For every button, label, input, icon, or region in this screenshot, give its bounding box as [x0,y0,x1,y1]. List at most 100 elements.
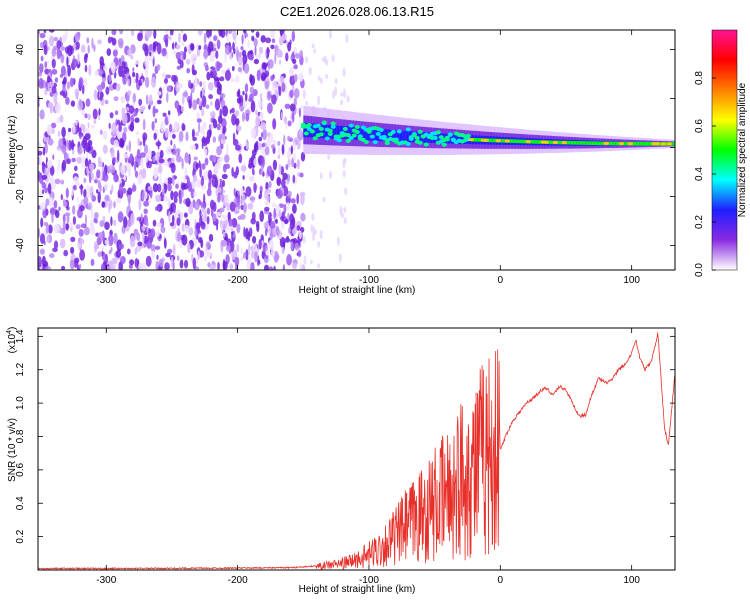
heatmap-cell [384,141,390,146]
heatmap-cell [292,174,296,184]
heatmap-cell [609,141,613,146]
heatmap-cell [209,129,212,136]
heatmap-cell [242,90,245,96]
heatmap-cell [140,105,146,111]
heatmap-cell [277,154,281,160]
heatmap-cell [299,172,304,178]
heatmap-cell [39,201,46,211]
heatmap-cell [225,245,231,252]
heatmap-cell [182,94,185,105]
heatmap-cell [183,224,190,233]
heatmap-cell [314,229,317,235]
heatmap-cell [250,217,256,225]
heatmap-cell [118,41,124,49]
heatmap-cell [43,30,47,34]
heatmap-cell [474,138,478,142]
heatmap-cell [206,241,211,249]
heatmap-cell [525,140,532,144]
heatmap-cell [120,96,126,103]
heatmap-cell [283,116,288,124]
heatmap-cell [306,123,312,127]
heatmap-cell [148,104,151,110]
figure-title: C2E1.2026.028.06.13.R15 [280,4,434,19]
heatmap-cell [99,129,103,135]
heatmap-cell [317,75,321,81]
heatmap-cell [292,203,297,214]
heatmap-cell [289,89,294,99]
heatmap-cell [232,30,237,41]
heatmap-cell [202,121,207,130]
heatmap-cell [300,193,305,206]
heatmap-cell [73,176,79,183]
heatmap-cell [302,236,306,244]
heatmap-cell [90,258,95,266]
heatmap-cell [219,207,225,213]
heatmap-cell [138,198,142,211]
heatmap-cell [140,152,146,158]
heatmap-cell [291,30,295,42]
heatmap-cell [110,61,116,71]
heatmap-cell [151,76,157,88]
heatmap-cell [53,240,59,249]
heatmap-cell [198,121,201,133]
heatmap-cell [236,97,242,104]
heatmap-cell [259,93,263,99]
heatmap-cell [74,88,80,98]
heatmap-cell [66,206,70,211]
heatmap-cell [193,191,198,198]
heatmap-cell [254,45,257,56]
heatmap-cell [513,139,517,143]
heatmap-cell [113,157,116,163]
heatmap-cell [142,118,146,131]
heatmap-cell [396,129,402,134]
heatmap-cell [138,98,143,106]
heatmap-cell [241,111,246,122]
heatmap-cell [204,148,208,156]
heatmap-cell [492,138,496,143]
heatmap-cell [142,43,147,52]
heatmap-cell [157,139,160,150]
heatmap-cell [237,88,241,98]
heatmap-cell [159,173,162,185]
heatmap-cell [282,264,285,270]
heatmap-cell [179,60,184,69]
heatmap-cell [83,226,90,236]
heatmap-cell [369,128,373,141]
heatmap-cell [648,142,652,146]
heatmap-cell [74,257,80,264]
heatmap-cell [45,182,48,189]
x-tick-label: -300 [96,275,116,286]
heatmap-cell [291,157,295,168]
heatmap-cell [136,174,143,185]
heatmap-cell [194,228,198,238]
heatmap-cell [280,111,283,120]
heatmap-cell [74,165,78,172]
heatmap-cell [198,160,201,169]
heatmap-cell [344,187,348,196]
heatmap-cell [465,133,471,138]
heatmap-cell [210,101,213,106]
heatmap-cell [591,141,595,145]
heatmap-cell [170,190,174,201]
heatmap-cell [59,114,64,123]
heatmap-cell [262,129,267,141]
heatmap-cell [260,72,267,81]
heatmap-cell [293,73,298,83]
heatmap-cell [123,153,128,159]
snr-y-axis-label: SNR (10 * v/v) [7,418,18,482]
heatmap-cell [69,221,74,232]
heatmap-cell [144,66,148,77]
heatmap-cell [181,123,186,131]
heatmap-cell [255,109,258,116]
heatmap-cell [154,118,157,124]
heatmap-cell [327,154,331,160]
heatmap-cell [636,141,640,146]
heatmap-cell [115,110,119,115]
heatmap-cell [215,211,222,217]
heatmap-cell [221,214,226,220]
heatmap-cell [135,72,139,80]
heatmap-cell [51,212,54,224]
heatmap-cell [97,191,101,204]
heatmap-cell [267,59,271,71]
heatmap-cell [138,262,143,270]
